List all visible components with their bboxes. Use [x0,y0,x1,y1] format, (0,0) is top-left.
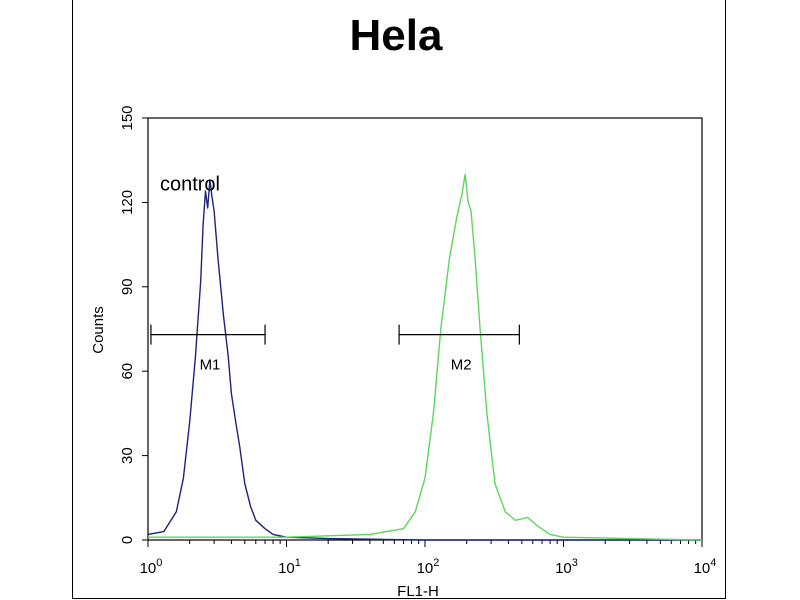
series-line-series-2 [148,173,703,541]
x-axis-label: FL1-H [397,583,439,600]
chart-frame [72,0,726,599]
x-tick-label: 102 [417,557,440,577]
y-tick-label: 30 [119,447,136,464]
x-tick-label: 100 [140,557,163,577]
x-tick-label: 103 [555,557,578,577]
series-line-control [147,179,702,541]
y-tick-label: 150 [119,105,136,130]
y-tick-label: 0 [119,536,136,544]
gate-m1-label: M1 [200,357,221,374]
y-tick-label: 90 [119,278,136,295]
gate-m2-label: M2 [451,357,472,374]
chart-title: Hela [350,11,443,60]
x-tick-label: 104 [694,557,717,577]
y-tick-label: 60 [119,363,136,380]
annotation-control-label: control [160,174,220,196]
y-tick-label: 120 [119,190,136,215]
y-axis-label: Counts [90,306,107,354]
x-tick-label: 101 [278,557,301,577]
